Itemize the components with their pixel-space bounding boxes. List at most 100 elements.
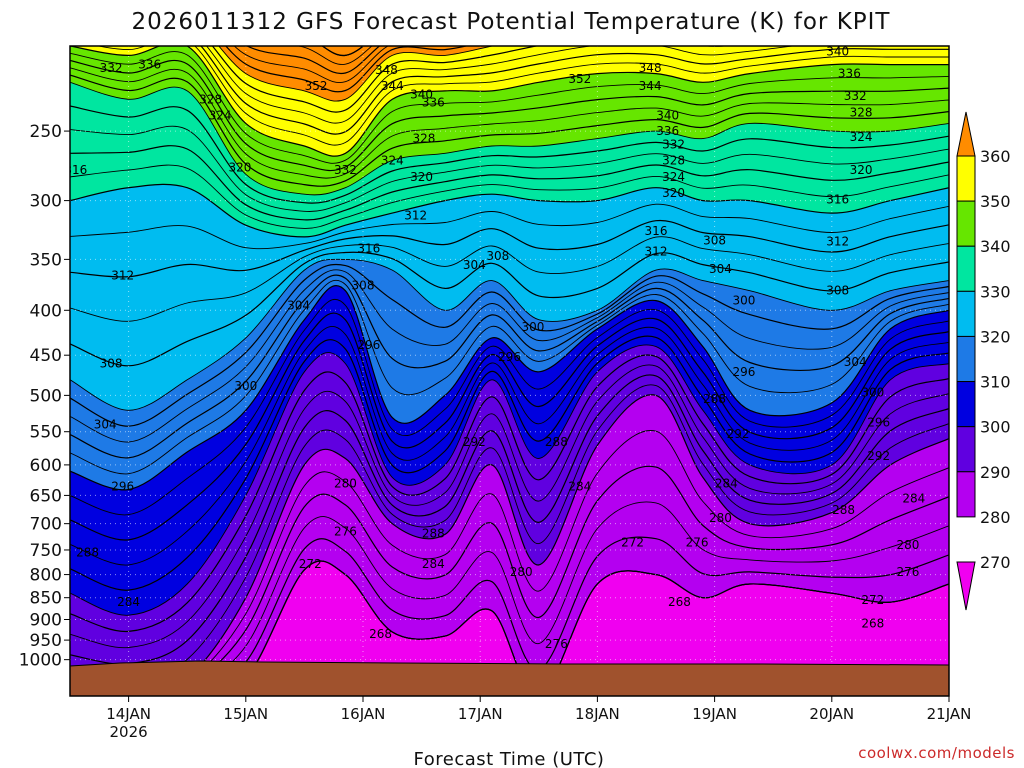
contour-label: 284 [715, 476, 738, 490]
colorbar-tick-label: 270 [980, 553, 1011, 572]
y-tick-label: 650 [30, 486, 62, 506]
plot-frame [69, 45, 950, 697]
contour-label: 292 [463, 435, 486, 449]
contour-label: 276 [545, 637, 568, 651]
x-tick-label: 14JAN [106, 705, 151, 723]
contour-label: 308 [703, 233, 726, 247]
contour-label: 284 [902, 491, 925, 505]
contour-label: 288 [703, 392, 726, 406]
contour-label: 304 [844, 355, 867, 369]
colorbar-tick-label: 280 [980, 508, 1011, 527]
contour-label: 316 [645, 224, 668, 238]
colorbar-tick-label: 350 [980, 192, 1011, 211]
colorbar-tick-label: 300 [980, 418, 1011, 437]
contour-label: 272 [861, 593, 884, 607]
contour-label: 328 [662, 153, 685, 167]
contour-label: 300 [234, 379, 257, 393]
isentrope-310 [70, 258, 949, 411]
contour-label: 336 [656, 124, 679, 138]
contour-label: 284 [422, 557, 445, 571]
contour-label: 300 [521, 320, 544, 334]
contour-label: 324 [850, 130, 873, 144]
contour-label: 268 [369, 627, 392, 641]
y-tick-label: 500 [30, 386, 62, 406]
contour-label: 280 [709, 511, 732, 525]
colorbar-swatch [956, 335, 976, 383]
contour-label: 320 [662, 186, 685, 200]
isentrope-294 [70, 325, 949, 566]
colorbar-tick-label: 310 [980, 373, 1011, 392]
colorbar-tick-label: 330 [980, 282, 1011, 301]
y-axis: 2503003504004505005506006507007508008509… [19, 122, 70, 671]
contour-label: 280 [510, 565, 533, 579]
y-tick-label: 750 [30, 541, 62, 561]
colorbar-bottom-arrow [956, 561, 976, 611]
contour-label: 332 [100, 61, 123, 75]
contour-label: 340 [656, 109, 679, 123]
contour-label: 304 [287, 298, 310, 312]
x-tick-label: 16JAN [341, 705, 386, 723]
contour-label: 324 [209, 109, 232, 123]
isentrope-344 [200, 46, 949, 135]
ground-fill [70, 660, 949, 696]
contour-label: 284 [568, 480, 591, 494]
colorbar-tick-label: 320 [980, 327, 1011, 346]
contour-label: 340 [410, 87, 433, 101]
contour-label: 296 [867, 416, 890, 430]
y-tick-label: 700 [30, 515, 62, 535]
contour-label: 276 [686, 535, 709, 549]
contour-label: 324 [662, 170, 685, 184]
contour-label: 340 [826, 45, 849, 59]
isentrope-302 [70, 279, 949, 475]
isentrope-298 [70, 298, 949, 516]
contour-label: 308 [826, 284, 849, 298]
contour-label: 276 [897, 565, 920, 579]
isentrope-308 [70, 263, 949, 427]
colorbar-tick-label: 340 [980, 237, 1011, 256]
colorbar-swatch [956, 245, 976, 292]
colorbar-top-arrow [956, 111, 976, 157]
contour-label: 296 [498, 350, 521, 364]
contour-label: 332 [334, 163, 357, 177]
isentrope-340 [70, 46, 949, 157]
contour-label: 312 [111, 268, 134, 282]
isentrope-348 [211, 46, 732, 113]
x-tick-label: 17JAN [458, 705, 503, 723]
contour-label: 320 [228, 160, 251, 174]
contour-label: 272 [299, 557, 322, 571]
x-tick-label: 15JAN [223, 705, 268, 723]
contour-label: 332 [844, 89, 867, 103]
contour-label: 268 [668, 595, 691, 609]
isentrope-276 [70, 465, 949, 696]
y-tick-label: 800 [30, 566, 62, 586]
contour-label: 304 [94, 418, 117, 432]
contour-label: 328 [199, 92, 222, 106]
colorbar-swatch [956, 426, 976, 473]
isentrope-278 [70, 430, 949, 696]
contour-label: 284 [117, 595, 140, 609]
theta-bands [70, 46, 949, 696]
contour-label: 288 [832, 503, 855, 517]
contour-label: 348 [639, 61, 662, 75]
credit-link[interactable]: coolwx.com/models [858, 744, 1015, 762]
colorbar-swatch [956, 155, 976, 202]
y-tick-label: 250 [30, 122, 62, 142]
isentrope-342 [96, 46, 949, 146]
isentrope-282 [70, 384, 949, 681]
y-tick-label: 950 [30, 631, 62, 651]
contour-label: 312 [826, 235, 849, 249]
contour-label: 316 [64, 163, 87, 177]
isentrope-284 [70, 374, 949, 665]
isentrope-322 [70, 164, 949, 229]
y-tick-label: 600 [30, 456, 62, 476]
contour-label: 296 [357, 338, 380, 352]
isentrope-312 [70, 251, 949, 367]
contour-label: 316 [826, 192, 849, 206]
contour-label: 304 [709, 262, 732, 276]
colorbar-tick-label: 360 [980, 147, 1011, 166]
isentrope-290 [70, 344, 949, 616]
isentrope-346 [206, 46, 796, 124]
isentrope-280 [70, 394, 949, 696]
